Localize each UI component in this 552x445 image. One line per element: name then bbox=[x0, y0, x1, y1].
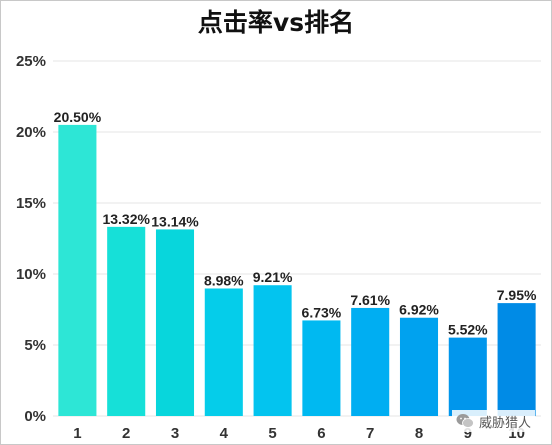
data-label: 20.50% bbox=[54, 109, 102, 125]
data-label: 6.73% bbox=[302, 304, 342, 320]
y-tick-label: 25% bbox=[16, 53, 46, 70]
x-tick-label: 3 bbox=[171, 425, 179, 442]
y-tick-label: 10% bbox=[16, 266, 46, 283]
x-tick-label: 8 bbox=[415, 425, 423, 442]
watermark: 威胁猎人 bbox=[452, 410, 536, 432]
data-label: 13.32% bbox=[102, 211, 150, 227]
x-tick-label: 9 bbox=[464, 425, 472, 442]
data-label: 13.14% bbox=[151, 213, 199, 229]
bar bbox=[107, 226, 146, 416]
x-tick-label: 7 bbox=[366, 425, 374, 442]
y-tick-label: 20% bbox=[16, 124, 46, 141]
data-label: 9.21% bbox=[253, 269, 293, 285]
bar bbox=[351, 307, 390, 416]
x-tick-label: 1 bbox=[73, 425, 81, 442]
x-tick-label: 6 bbox=[317, 425, 325, 442]
bar bbox=[302, 320, 341, 416]
x-tick-label: 4 bbox=[220, 425, 229, 442]
y-tick-label: 15% bbox=[16, 195, 46, 212]
data-label: 8.98% bbox=[204, 272, 244, 288]
wechat-logo-icon bbox=[456, 414, 474, 428]
data-label: 7.61% bbox=[350, 292, 390, 308]
y-tick-label: 0% bbox=[24, 408, 46, 425]
bar bbox=[58, 124, 97, 417]
chart-title: 点击率vs排名 bbox=[198, 8, 354, 37]
bar bbox=[448, 337, 487, 416]
bar bbox=[253, 285, 292, 416]
x-tick-label: 5 bbox=[268, 425, 276, 442]
y-axis-ticks: 0% 5% 10% 15% 20% 25% bbox=[16, 53, 46, 425]
bar bbox=[497, 303, 536, 416]
x-tick-label: 2 bbox=[122, 425, 130, 442]
data-labels: 20.50% 13.32% 13.14% 8.98% 9.21% 6.73% 7.61% 6.… bbox=[54, 109, 537, 338]
data-label: 7.95% bbox=[497, 287, 537, 303]
bar bbox=[204, 288, 243, 416]
bar bbox=[155, 229, 195, 416]
bars bbox=[58, 124, 536, 417]
y-tick-label: 5% bbox=[24, 337, 46, 354]
data-label: 6.92% bbox=[399, 302, 439, 318]
watermark-text: 威胁猎人 bbox=[479, 415, 532, 431]
data-label: 5.52% bbox=[448, 322, 488, 338]
bar bbox=[399, 317, 439, 416]
